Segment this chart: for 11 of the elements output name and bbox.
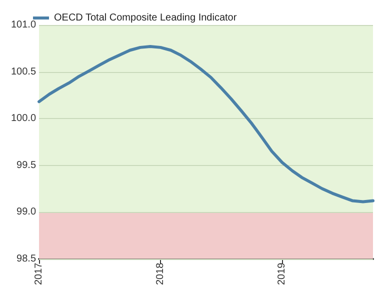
x-tick-label: 2018 xyxy=(155,262,166,286)
x-tick-label: 2017 xyxy=(34,262,45,286)
y-tick-label: 98.5 xyxy=(16,253,36,264)
legend-label: OECD Total Composite Leading Indicator xyxy=(54,12,238,24)
y-tick-label: 99.5 xyxy=(16,160,36,171)
line-series xyxy=(38,45,374,204)
y-tick-label: 99.0 xyxy=(16,206,36,218)
x-tick-label: 2019 xyxy=(276,262,288,286)
y-tick-label: 101.0 xyxy=(10,20,36,30)
y-tick-label: 100.0 xyxy=(10,113,36,124)
y-tick-label: 100.5 xyxy=(10,66,36,78)
